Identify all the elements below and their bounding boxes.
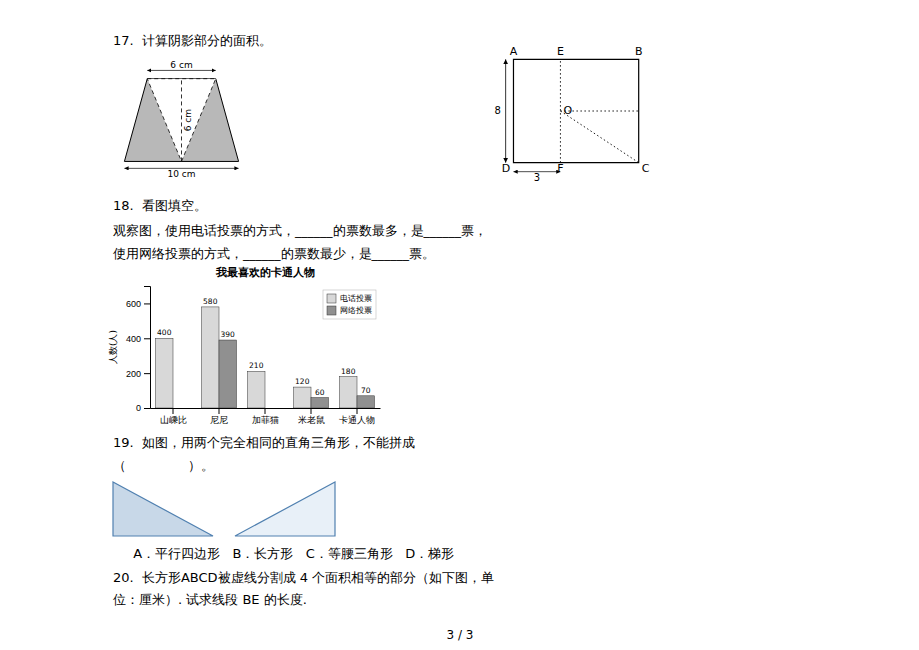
y-tick: 600	[126, 299, 150, 309]
x-tick: 尼尼	[210, 408, 228, 425]
tick-label: 0	[136, 403, 141, 413]
legend-label: 电话投票	[340, 294, 372, 303]
tick-label: 尼尼	[210, 415, 228, 425]
height-line	[181, 79, 182, 162]
data-label: 390	[221, 330, 236, 339]
bar	[294, 387, 311, 408]
tick-mark	[265, 408, 266, 414]
rectangle	[513, 59, 638, 162]
question-text: 观察图，使用电话投票的方式，______的票数最多，是______票，	[113, 223, 487, 238]
data-label: 210	[249, 361, 264, 370]
inner-triangle	[147, 79, 216, 162]
x-tick: 米老鼠	[298, 408, 325, 425]
bar	[357, 396, 374, 408]
bar	[311, 398, 328, 408]
x-tick: 卡通人物	[339, 408, 375, 425]
tick-label: 200	[126, 369, 141, 379]
data-label: 580	[203, 297, 218, 306]
bar-series	[219, 340, 374, 408]
tick-mark	[144, 408, 150, 409]
bar	[156, 338, 173, 408]
vertex-label: E	[557, 45, 564, 58]
bar-chart: 0 200 400 600 山嵊比 尼尼 加菲猫 米老鼠 卡通人物 我最喜欢的卡通人物人数(人) 4…	[108, 266, 381, 425]
dimension-label: 8	[495, 105, 501, 116]
tick-label: 加菲猫	[252, 415, 279, 425]
y-tick: 200	[126, 369, 150, 379]
question-text: 17. 计算阴影部分的面积。	[113, 33, 272, 48]
question-text: 20. 长方形ABCD被虚线分割成 4 个面积相等的部分（如下图，单	[113, 570, 494, 585]
tick-label: 卡通人物	[339, 415, 375, 425]
triangles-figure	[113, 482, 335, 536]
tick-mark	[144, 338, 150, 339]
x-axis: 山嵊比 尼尼 加菲猫 米老鼠 卡通人物	[151, 408, 381, 425]
legend-swatch	[327, 294, 336, 303]
chart-title: 我最喜欢的卡通人物	[215, 266, 315, 279]
data-label: 60	[315, 388, 325, 397]
bar	[340, 377, 357, 408]
page-number: 3 / 3	[447, 628, 474, 642]
data-label: 70	[361, 386, 371, 395]
legend-frame	[323, 290, 376, 319]
question-text: 使用网络投票的方式，______的票数最少，是______票。	[113, 246, 435, 261]
right-triangle	[113, 482, 213, 536]
x-tick: 加菲猫	[252, 408, 279, 425]
tick-mark	[144, 373, 150, 374]
legend-swatch	[327, 306, 336, 315]
question-text: 位：厘米）. 试求线段 BE 的长度.	[113, 592, 307, 607]
bar	[265, 408, 282, 409]
data-label: 400	[157, 328, 172, 337]
dimension-label: 6 cm	[183, 109, 193, 131]
bar	[202, 307, 219, 408]
data-label: 180	[341, 367, 356, 376]
question-text: A．平行四边形 B．长方形 C．等腰三角形 D．梯形	[125, 546, 454, 561]
y-axis-title: 人数(人)	[108, 330, 118, 364]
page-texts: 17. 计算阴影部分的面积。 18. 看图填空。观察图，使用电话投票的方式，___…	[113, 33, 494, 642]
dimension-label: 3	[534, 172, 540, 183]
tick-mark	[173, 408, 174, 414]
y-tick: 0	[136, 403, 150, 413]
question-text: 18. 看图填空。	[113, 198, 207, 213]
right-triangle	[235, 482, 335, 536]
vertex-label: A	[510, 45, 518, 58]
tick-label: 米老鼠	[298, 415, 325, 425]
tick-mark	[144, 303, 150, 304]
vertex-label: C	[642, 162, 650, 175]
tick-label: 400	[126, 334, 141, 344]
question-text: （ ）。	[113, 458, 214, 473]
bar	[219, 340, 236, 408]
vertex-label: B	[635, 45, 643, 58]
data-label: 120	[295, 377, 310, 386]
dimension-label: 10 cm	[167, 169, 195, 179]
vertex-label: D	[502, 162, 510, 175]
trapezoid-figure: 6 cm 6 cm 10 cm	[124, 60, 238, 178]
dimension-arrow	[505, 59, 506, 162]
vertex-label: F	[557, 162, 563, 175]
bar	[248, 371, 265, 408]
axis-line	[144, 287, 151, 409]
legend-label: 网络投票	[340, 306, 372, 315]
rectangle-figure: 8 3 A E B D F C O	[495, 45, 650, 183]
y-axis: 0 200 400 600	[126, 287, 151, 414]
tick-mark	[357, 408, 358, 414]
y-tick: 400	[126, 334, 150, 344]
bar-series	[156, 307, 357, 408]
tick-mark	[311, 408, 312, 414]
trapezoid	[124, 79, 238, 162]
tick-mark	[219, 408, 220, 414]
bars	[156, 307, 375, 408]
x-tick: 山嵊比	[160, 408, 187, 425]
legend: 电话投票网络投票	[323, 290, 376, 319]
tick-label: 600	[126, 299, 141, 309]
bar	[173, 408, 190, 409]
tick-label: 山嵊比	[160, 415, 187, 425]
page: 17. 计算阴影部分的面积。 18. 看图填空。观察图，使用电话投票的方式，___…	[0, 0, 919, 650]
dotted-line	[560, 111, 638, 163]
vertex-label: O	[564, 104, 573, 117]
question-text: 19. 如图，用两个完全相同的直角三角形，不能拼成	[113, 435, 415, 450]
dimension-label: 6 cm	[170, 60, 192, 70]
